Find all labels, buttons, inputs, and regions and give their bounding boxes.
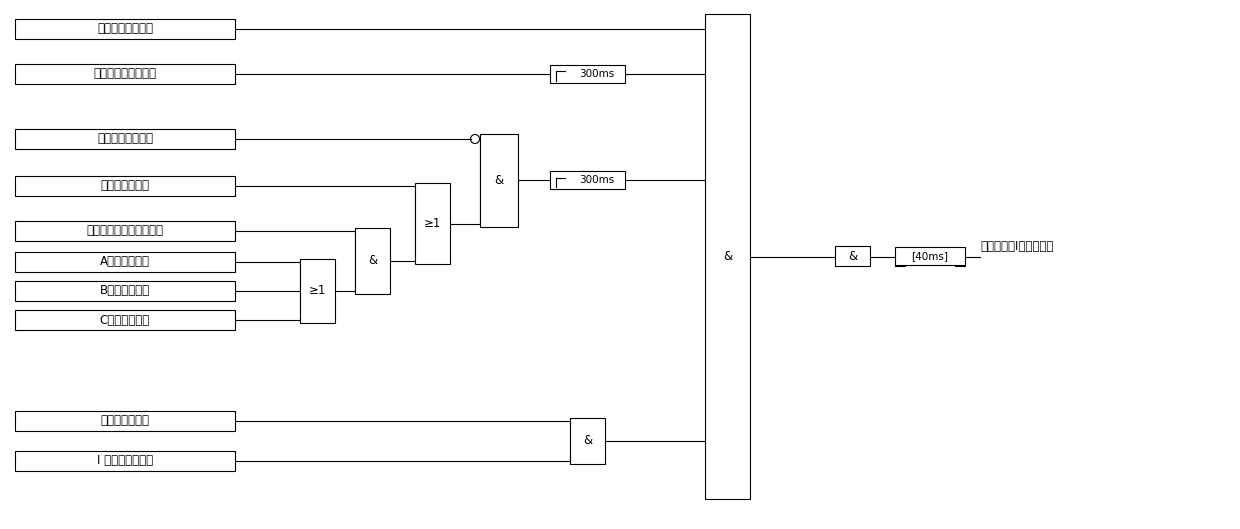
Bar xyxy=(15,281,236,301)
Text: &: & xyxy=(583,434,591,448)
Bar xyxy=(15,19,236,39)
Text: 零序方向计算条件不满足: 零序方向计算条件不满足 xyxy=(87,224,164,238)
Bar xyxy=(15,451,236,471)
Text: 主变跳母联接点开入: 主变跳母联接点开入 xyxy=(93,68,156,80)
Bar xyxy=(570,418,605,464)
Bar xyxy=(895,248,965,266)
Bar xyxy=(15,221,236,241)
Text: A相正方向动作: A相正方向动作 xyxy=(100,256,150,269)
Bar xyxy=(15,129,236,149)
Text: 零序正方向动作: 零序正方向动作 xyxy=(100,179,150,193)
Bar xyxy=(300,259,335,323)
Text: ≥1: ≥1 xyxy=(424,217,441,230)
Text: &: & xyxy=(848,250,857,263)
Text: 300ms: 300ms xyxy=(579,69,614,79)
Bar xyxy=(415,183,450,264)
Text: &: & xyxy=(495,174,503,187)
Text: 300ms: 300ms xyxy=(579,175,614,185)
Bar xyxy=(551,65,625,83)
Text: 快速解环充电完成: 快速解环充电完成 xyxy=(97,23,153,35)
Text: &: & xyxy=(368,254,377,268)
Text: [40ms]: [40ms] xyxy=(911,251,949,261)
Bar xyxy=(551,171,625,189)
Text: &: & xyxy=(723,250,732,263)
Bar xyxy=(835,247,870,267)
Bar xyxy=(480,134,518,226)
Bar xyxy=(706,14,750,499)
Bar xyxy=(355,228,391,294)
Bar xyxy=(15,310,236,330)
Text: B相正方向动作: B相正方向动作 xyxy=(100,285,150,297)
Text: C相正方向动作: C相正方向动作 xyxy=(100,314,150,326)
Text: I 母复压条件满足: I 母复压条件满足 xyxy=(97,454,153,468)
Text: 母联断路器无流: 母联断路器无流 xyxy=(100,415,150,427)
Bar xyxy=(15,176,236,196)
Text: ≥1: ≥1 xyxy=(309,285,326,297)
Text: 快速解环跳Ⅰ母支路动作: 快速解环跳Ⅰ母支路动作 xyxy=(980,241,1053,253)
Bar xyxy=(15,252,236,272)
Text: 电流启动条件满足: 电流启动条件满足 xyxy=(97,132,153,145)
Bar xyxy=(15,64,236,84)
Bar xyxy=(15,411,236,431)
